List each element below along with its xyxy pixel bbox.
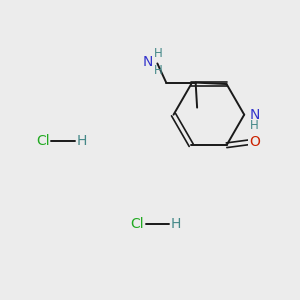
- Text: Cl: Cl: [36, 134, 50, 148]
- Text: H: H: [76, 134, 87, 148]
- Text: H: H: [154, 47, 162, 60]
- Text: O: O: [249, 135, 260, 149]
- Text: H: H: [250, 119, 258, 132]
- Text: N: N: [142, 55, 153, 69]
- Text: H: H: [154, 64, 162, 77]
- Text: H: H: [171, 217, 181, 231]
- Text: Cl: Cl: [130, 217, 144, 231]
- Text: N: N: [250, 108, 260, 122]
